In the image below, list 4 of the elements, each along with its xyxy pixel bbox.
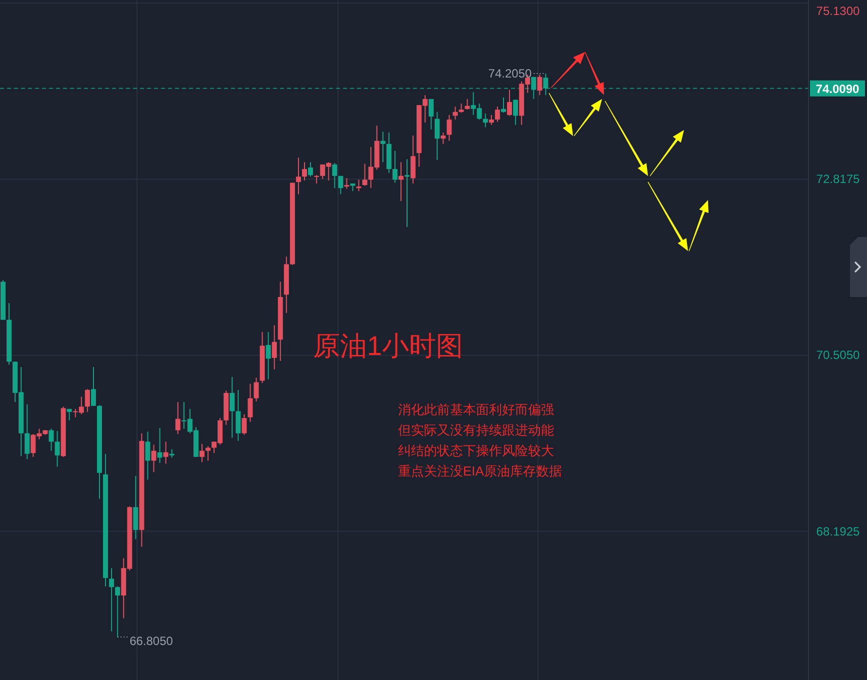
ref-line-label: 74.0090 xyxy=(816,82,860,96)
title: 原油1小时图 xyxy=(312,331,464,361)
annotation: 66.8050 xyxy=(130,634,174,648)
annotation: 74.2050 xyxy=(488,66,532,80)
